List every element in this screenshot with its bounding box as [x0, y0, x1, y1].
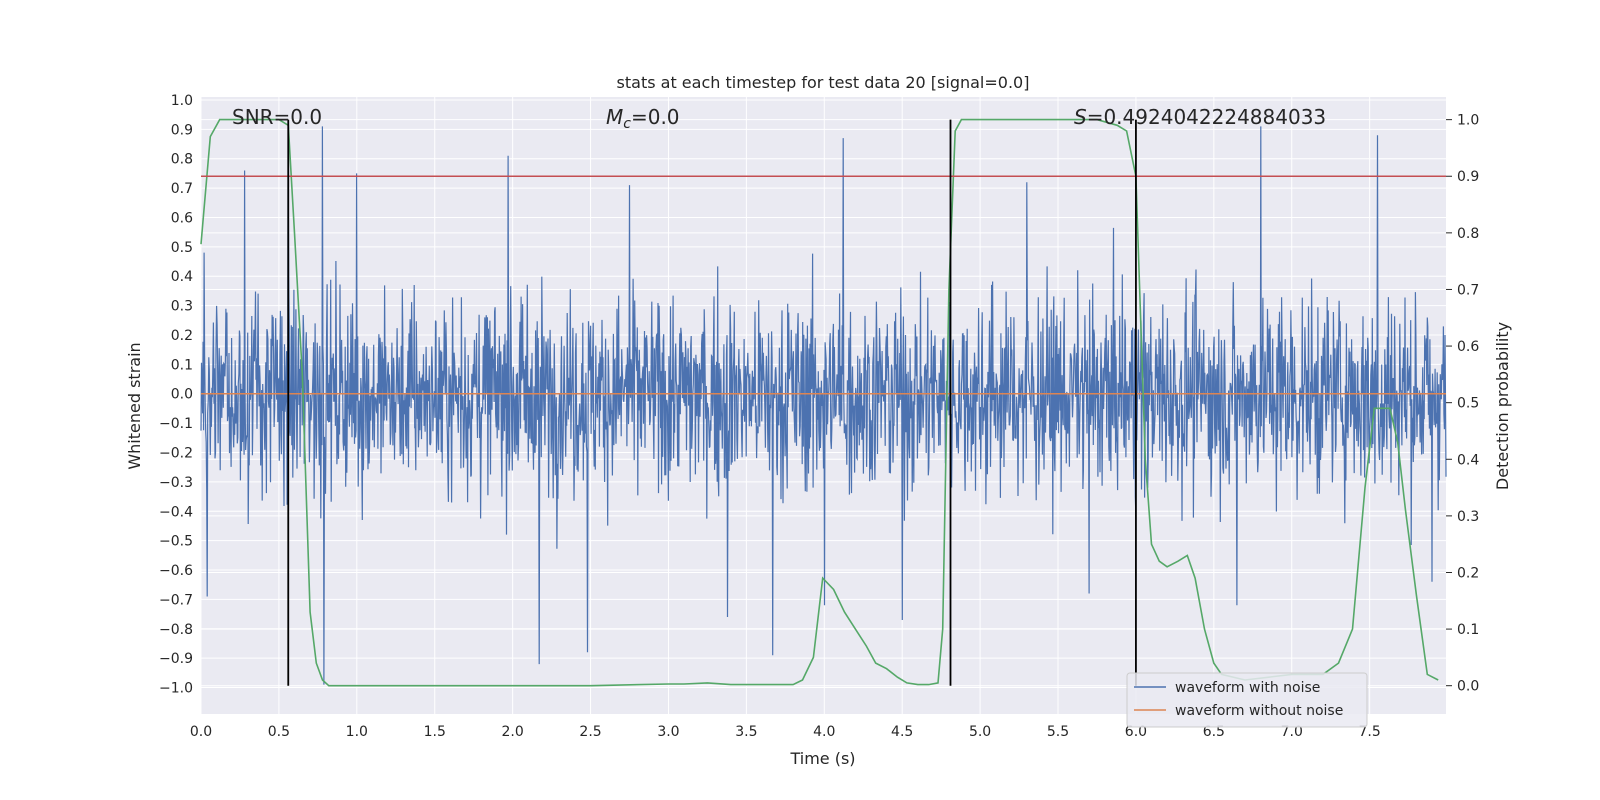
y2-tick-label: 0.2 — [1457, 565, 1479, 581]
x-tick-label: 3.5 — [735, 724, 757, 740]
y-tick-label: 0.4 — [171, 269, 193, 285]
vertical-markers — [287, 119, 1137, 686]
y2-axis-label: Detection probability — [1493, 322, 1512, 490]
chirp-mass-annotation: Mc=0.0 — [606, 105, 680, 132]
x-tick-label: 5.0 — [969, 724, 991, 740]
x-tick-label: 5.5 — [1047, 724, 1069, 740]
y-tick-label: 0.3 — [171, 299, 193, 315]
score-annotation: S=0.4924042224884033 — [1074, 105, 1326, 129]
chirp-mass-value: =0.0 — [631, 105, 680, 129]
x-tick-label: 2.0 — [502, 724, 524, 740]
x-axis-ticks: 0.0 0.5 1.0 1.5 2.0 2.5 3.0 3.5 4.0 4.5 5.0 5.5 6.0 6… — [190, 724, 1381, 740]
y-tick-label: −0.5 — [159, 534, 193, 550]
score-value: =0.4924042224884033 — [1087, 105, 1326, 129]
y-tick-label: 0.2 — [171, 328, 193, 344]
y-tick-label: −0.8 — [159, 622, 193, 638]
y-tick-label: 0.6 — [171, 210, 193, 226]
snr-annotation: SNR=0.0 — [232, 105, 322, 129]
x-tick-label: 6.0 — [1125, 724, 1147, 740]
y2-tick-label: 1.0 — [1457, 113, 1479, 129]
y-tick-label: 0.8 — [171, 152, 193, 168]
x-tick-label: 6.5 — [1203, 724, 1225, 740]
legend-label-clean: waveform without noise — [1175, 703, 1343, 719]
y2-axis-ticks: 0.0 0.1 0.2 0.3 0.4 0.5 0.6 0.7 0.8 0.9 1.0 — [1446, 113, 1479, 695]
y-tick-label: −0.1 — [159, 416, 193, 432]
y2-tick-label: 0.6 — [1457, 339, 1479, 355]
y2-tick-label: 0.4 — [1457, 452, 1479, 468]
legend-label-noisy: waveform with noise — [1175, 680, 1320, 696]
y-tick-label: 0.1 — [171, 357, 193, 373]
y-tick-label: −1.0 — [159, 681, 193, 697]
y2-tick-label: 0.5 — [1457, 396, 1479, 412]
y-tick-label: 0.9 — [171, 122, 193, 138]
x-tick-label: 4.5 — [891, 724, 913, 740]
x-tick-label: 7.0 — [1281, 724, 1303, 740]
y-tick-label: 0.0 — [171, 387, 193, 403]
y2-tick-label: 0.3 — [1457, 509, 1479, 525]
y-tick-label: 0.7 — [171, 181, 193, 197]
y-axis-label: Whitened strain — [125, 342, 144, 469]
y-tick-label: −0.7 — [159, 592, 193, 608]
chirp-mass-symbol: M — [606, 105, 623, 129]
y-tick-label: −0.3 — [159, 475, 193, 491]
x-axis-label: Time (s) — [789, 749, 855, 768]
y-tick-label: 0.5 — [171, 240, 193, 256]
y-tick-label: −0.2 — [159, 446, 193, 462]
y2-tick-label: 0.7 — [1457, 282, 1479, 298]
y2-tick-label: 0.1 — [1457, 622, 1479, 638]
legend-box — [1126, 672, 1368, 728]
x-tick-label: 7.5 — [1359, 724, 1381, 740]
x-tick-label: 0.5 — [268, 724, 290, 740]
y-tick-label: 1.0 — [171, 93, 193, 109]
y-tick-label: −0.9 — [159, 651, 193, 667]
y-tick-label: −0.4 — [159, 504, 193, 520]
y-axis-ticks: 1.0 0.9 0.8 0.7 0.6 0.5 0.4 0.3 0.2 0.1 0.0 −0.1 −0.… — [159, 93, 193, 697]
y2-tick-label: 0.0 — [1457, 679, 1479, 695]
legend: waveform with noise waveform without noi… — [1126, 672, 1368, 728]
y2-tick-label: 0.9 — [1457, 169, 1479, 185]
y-tick-label: −0.6 — [159, 563, 193, 579]
x-tick-label: 3.0 — [657, 724, 679, 740]
y2-tick-label: 0.8 — [1457, 226, 1479, 242]
chart-title: stats at each timestep for test data 20 … — [617, 73, 1030, 92]
noisy-waveform-line — [200, 126, 1447, 685]
x-tick-label: 1.5 — [424, 724, 446, 740]
x-tick-label: 1.0 — [346, 724, 368, 740]
chirp-mass-subscript: c — [623, 116, 631, 132]
x-tick-label: 4.0 — [813, 724, 835, 740]
x-tick-label: 0.0 — [190, 724, 212, 740]
score-symbol: S — [1074, 105, 1087, 129]
x-tick-label: 2.5 — [579, 724, 601, 740]
noisy-waveform — [200, 126, 1447, 685]
